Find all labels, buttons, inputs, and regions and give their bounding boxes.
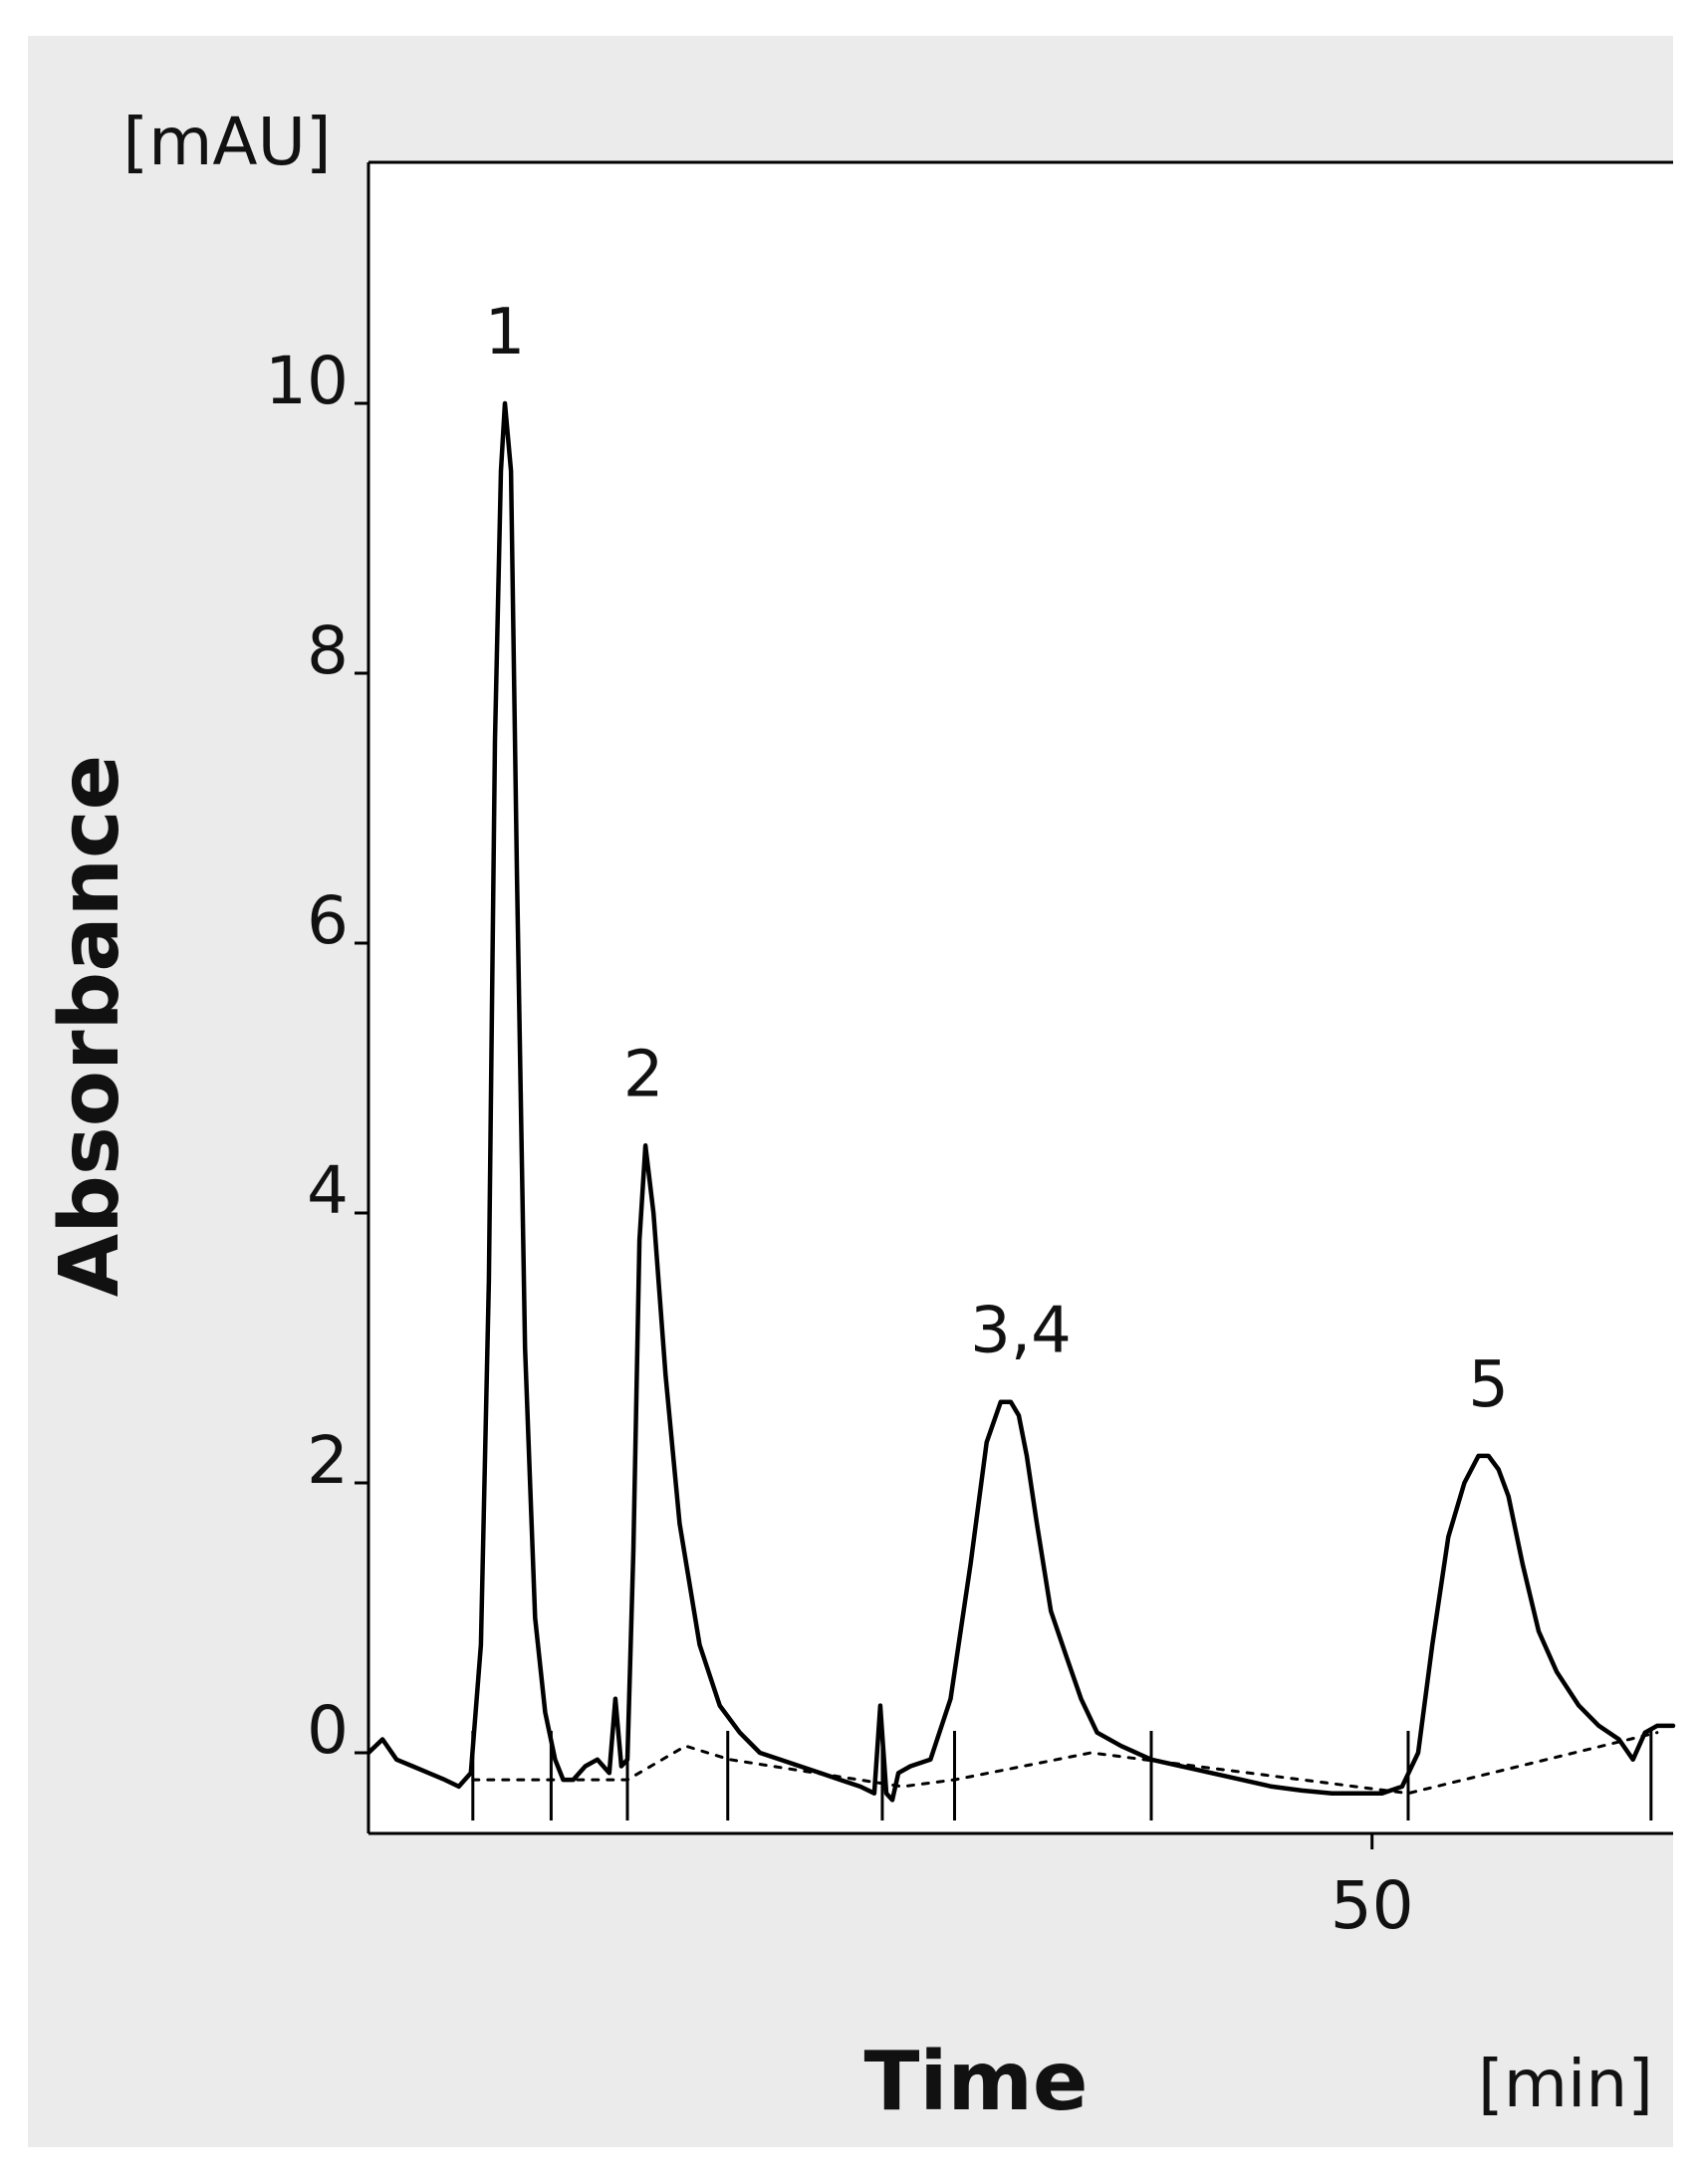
y-tick-label-8: 8: [307, 612, 349, 689]
peak-label-2: 2: [623, 1038, 664, 1111]
baseline-series-line: [471, 1731, 1659, 1796]
plot-area: [368, 162, 1673, 1833]
y-tick-label-10: 10: [265, 343, 349, 419]
y-unit-label: [mAU]: [122, 104, 331, 180]
peak-label-4: 5: [1468, 1348, 1509, 1422]
peak-label-3: 3,4: [970, 1295, 1072, 1368]
trace-series-line: [365, 400, 1676, 1803]
y-axis-title: Absorbance: [43, 755, 137, 1297]
y-tick-label-6: 6: [307, 882, 349, 959]
y-tick-label-2: 2: [307, 1422, 349, 1499]
x-unit-label: [min]: [1478, 2046, 1653, 2122]
x-axis-title: Time: [863, 2035, 1088, 2129]
y-tick-label-0: 0: [307, 1692, 349, 1769]
x-tick-label-50: 50: [1331, 1867, 1414, 1944]
y-tick-label-4: 4: [307, 1152, 349, 1229]
peak-label-1: 1: [485, 296, 526, 369]
